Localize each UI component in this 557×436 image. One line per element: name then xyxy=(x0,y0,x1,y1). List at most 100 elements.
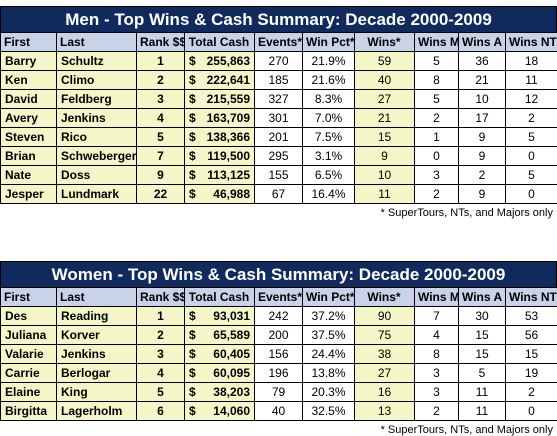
cash-value: 60,405 xyxy=(213,347,250,361)
cell-last-name: King xyxy=(57,383,137,402)
cash-value: 93,031 xyxy=(213,309,250,323)
header-first-name: First xyxy=(1,288,57,307)
cash-value: 113,125 xyxy=(207,168,250,182)
cell-wins: 10 xyxy=(355,166,415,185)
currency-symbol: $ xyxy=(189,73,196,87)
men-summary-section: Men - Top Wins & Cash Summary: Decade 20… xyxy=(0,6,557,219)
cell-wins: 21 xyxy=(355,109,415,128)
cell-wins-nt: 19 xyxy=(506,364,557,383)
header-rank: Rank $$ xyxy=(137,288,185,307)
cell-first-name: Valarie xyxy=(1,345,57,364)
currency-symbol: $ xyxy=(189,328,196,342)
cell-first-name: David xyxy=(1,90,57,109)
cell-rank: 6 xyxy=(137,402,185,421)
cell-last-name: Rico xyxy=(57,128,137,147)
cash-value: 163,709 xyxy=(207,111,250,125)
cell-wins-a: 9 xyxy=(459,147,506,166)
header-total-cash: Total Cash xyxy=(185,33,255,52)
cell-first-name: Ken xyxy=(1,71,57,90)
cell-last-name: Schultz xyxy=(57,52,137,71)
cell-win-pct: 3.1% xyxy=(303,147,355,166)
cell-wins-nt: 5 xyxy=(506,128,557,147)
header-rank: Rank $$ xyxy=(137,33,185,52)
cell-total-cash: $93,031 xyxy=(185,307,255,326)
cell-wins-nt: 11 xyxy=(506,71,557,90)
cell-last-name: Berlogar xyxy=(57,364,137,383)
cell-last-name: Lundmark xyxy=(57,185,137,204)
header-last-name: Last xyxy=(57,33,137,52)
cell-wins-nt: 2 xyxy=(506,109,557,128)
cell-wins-m: 7 xyxy=(415,307,459,326)
cell-first-name: Jesper xyxy=(1,185,57,204)
currency-symbol: $ xyxy=(189,385,196,399)
cell-events: 201 xyxy=(255,128,303,147)
cell-rank: 1 xyxy=(137,52,185,71)
header-win-pct: Win Pct* xyxy=(303,288,355,307)
cell-wins: 11 xyxy=(355,185,415,204)
cell-win-pct: 8.3% xyxy=(303,90,355,109)
cell-first-name: Avery xyxy=(1,109,57,128)
cash-value: 65,589 xyxy=(213,328,250,342)
cell-wins-a: 21 xyxy=(459,71,506,90)
cell-events: 79 xyxy=(255,383,303,402)
cell-wins-m: 8 xyxy=(415,345,459,364)
cell-first-name: Elaine xyxy=(1,383,57,402)
cell-wins-a: 15 xyxy=(459,345,506,364)
cash-value: 119,500 xyxy=(207,149,250,163)
cell-wins-m: 5 xyxy=(415,90,459,109)
cash-value: 38,203 xyxy=(213,385,250,399)
header-wins-m: Wins M xyxy=(415,288,459,307)
currency-symbol: $ xyxy=(189,130,196,144)
cell-last-name: Jenkins xyxy=(57,109,137,128)
cell-wins: 9 xyxy=(355,147,415,166)
cell-wins-nt: 5 xyxy=(506,166,557,185)
cash-value: 222,641 xyxy=(207,73,250,87)
header-wins-nt: Wins NT xyxy=(506,33,557,52)
cell-wins: 27 xyxy=(355,364,415,383)
cell-rank: 5 xyxy=(137,383,185,402)
cell-wins: 38 xyxy=(355,345,415,364)
cell-events: 270 xyxy=(255,52,303,71)
cell-total-cash: $46,988 xyxy=(185,185,255,204)
cell-total-cash: $222,641 xyxy=(185,71,255,90)
cell-win-pct: 13.8% xyxy=(303,364,355,383)
cash-value: 60,095 xyxy=(213,366,250,380)
cell-rank: 9 xyxy=(137,166,185,185)
cell-wins: 15 xyxy=(355,128,415,147)
cell-rank: 3 xyxy=(137,345,185,364)
cell-last-name: Reading xyxy=(57,307,137,326)
currency-symbol: $ xyxy=(189,149,196,163)
cell-wins-a: 15 xyxy=(459,326,506,345)
cell-wins-m: 1 xyxy=(415,128,459,147)
men-table-title: Men - Top Wins & Cash Summary: Decade 20… xyxy=(0,6,557,32)
cash-value: 14,060 xyxy=(213,404,250,418)
cell-rank: 2 xyxy=(137,71,185,90)
cell-wins-a: 11 xyxy=(459,402,506,421)
cell-wins-m: 4 xyxy=(415,326,459,345)
cell-first-name: Steven xyxy=(1,128,57,147)
cash-value: 255,863 xyxy=(207,54,250,68)
cell-rank: 1 xyxy=(137,307,185,326)
cell-rank: 22 xyxy=(137,185,185,204)
cell-wins: 40 xyxy=(355,71,415,90)
cell-events: 242 xyxy=(255,307,303,326)
cell-wins: 13 xyxy=(355,402,415,421)
men-footnote: * SuperTours, NTs, and Majors only xyxy=(0,207,557,219)
cell-total-cash: $215,559 xyxy=(185,90,255,109)
cell-events: 40 xyxy=(255,402,303,421)
cell-wins-a: 17 xyxy=(459,109,506,128)
cell-wins-m: 2 xyxy=(415,109,459,128)
cell-total-cash: $38,203 xyxy=(185,383,255,402)
cell-wins-nt: 12 xyxy=(506,90,557,109)
currency-symbol: $ xyxy=(189,366,196,380)
header-wins: Wins* xyxy=(355,288,415,307)
